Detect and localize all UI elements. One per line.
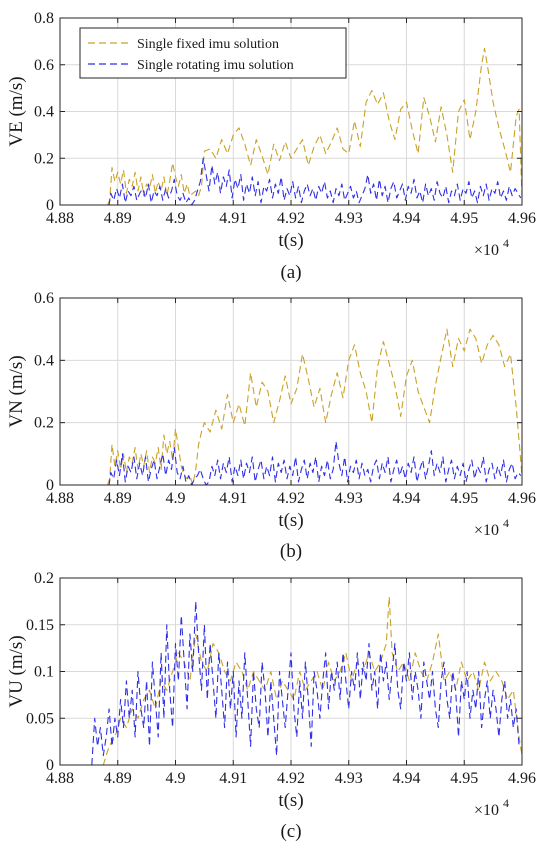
x-exponent-label: ×10 [474,522,499,539]
y-tick-label: 0 [46,477,54,494]
y-tick-label: 0 [46,757,54,774]
x-exponent-power: 4 [503,516,509,530]
y-axis-label: VU (m/s) [6,635,27,707]
y-tick-label: 0 [46,197,54,214]
x-tick-label: 4.9 [166,210,186,227]
x-tick-label: 4.96 [508,210,536,227]
x-tick-label: 4.96 [508,770,536,787]
panel-label: (c) [280,821,301,842]
series-line-rotating [86,157,522,206]
series-line-fixed [86,47,523,206]
x-tick-label: 4.88 [46,210,74,227]
x-exponent-power: 4 [503,236,509,250]
x-tick-label: 4.94 [393,210,421,227]
y-axis-label: VN (m/s) [6,355,27,427]
y-tick-label: 0.05 [26,710,54,727]
x-tick-label: 4.91 [219,770,247,787]
series-line-fixed [91,596,523,766]
x-axis-label: t(s) [278,510,303,531]
y-tick-label: 0.2 [34,150,54,167]
y-tick-label: 0.4 [34,352,54,369]
x-tick-label: 4.94 [393,490,421,507]
x-tick-label: 4.95 [450,490,478,507]
x-tick-label: 4.92 [277,770,305,787]
legend-box [79,27,347,79]
y-tick-label: 0.8 [34,10,54,27]
y-tick-label: 0.4 [34,104,54,121]
legend: Single fixed imu solution Single rotating… [79,27,347,79]
x-axis-label: t(s) [278,790,303,811]
x-tick-label: 4.96 [508,490,536,507]
x-tick-label: 4.88 [46,770,74,787]
series-line-rotating [91,600,520,766]
x-tick-label: 4.89 [104,490,132,507]
x-exponent-power: 4 [503,796,509,810]
x-tick-label: 4.93 [335,490,363,507]
x-tick-label: 4.88 [46,490,74,507]
x-tick-label: 4.91 [219,490,247,507]
panel-c: 4.88 4.89 4.9 4.91 4.92 4.93 4.94 4.95 4.96 0 0.05… [6,570,536,842]
x-axis-label: t(s) [278,230,303,251]
x-tick-label: 4.89 [104,770,132,787]
series-line-fixed [86,328,523,486]
x-tick-label: 4.95 [450,210,478,227]
x-tick-label: 4.9 [166,770,186,787]
x-tick-label: 4.91 [219,210,247,227]
y-tick-label: 0.2 [34,415,54,432]
x-tick-label: 4.92 [277,210,305,227]
x-tick-label: 4.95 [450,770,478,787]
x-exponent-label: ×10 [474,802,499,819]
x-exponent-label: ×10 [474,242,499,259]
x-tick-label: 4.94 [393,770,421,787]
y-tick-label: 0.1 [34,664,54,681]
y-tick-label: 0.15 [26,617,54,634]
x-tick-label: 4.92 [277,490,305,507]
y-tick-label: 0.6 [34,57,54,74]
x-tick-label: 4.93 [335,210,363,227]
y-tick-label: 0.2 [34,570,54,587]
legend-label-fixed: Single fixed imu solution [137,37,279,52]
panel-label: (a) [280,262,301,283]
panel-b: 4.88 4.89 4.9 4.91 4.92 4.93 4.94 4.95 4.96 0 0.2 0… [6,290,536,562]
y-tick-label: 0.6 [34,290,54,307]
legend-label-rotating: Single rotating imu solution [137,58,294,73]
x-tick-label: 4.93 [335,770,363,787]
series-line-rotating [86,440,522,486]
panel-label: (b) [280,541,302,562]
x-tick-label: 4.89 [104,210,132,227]
x-tick-label: 4.9 [166,490,186,507]
y-axis-label: VE (m/s) [6,76,27,146]
